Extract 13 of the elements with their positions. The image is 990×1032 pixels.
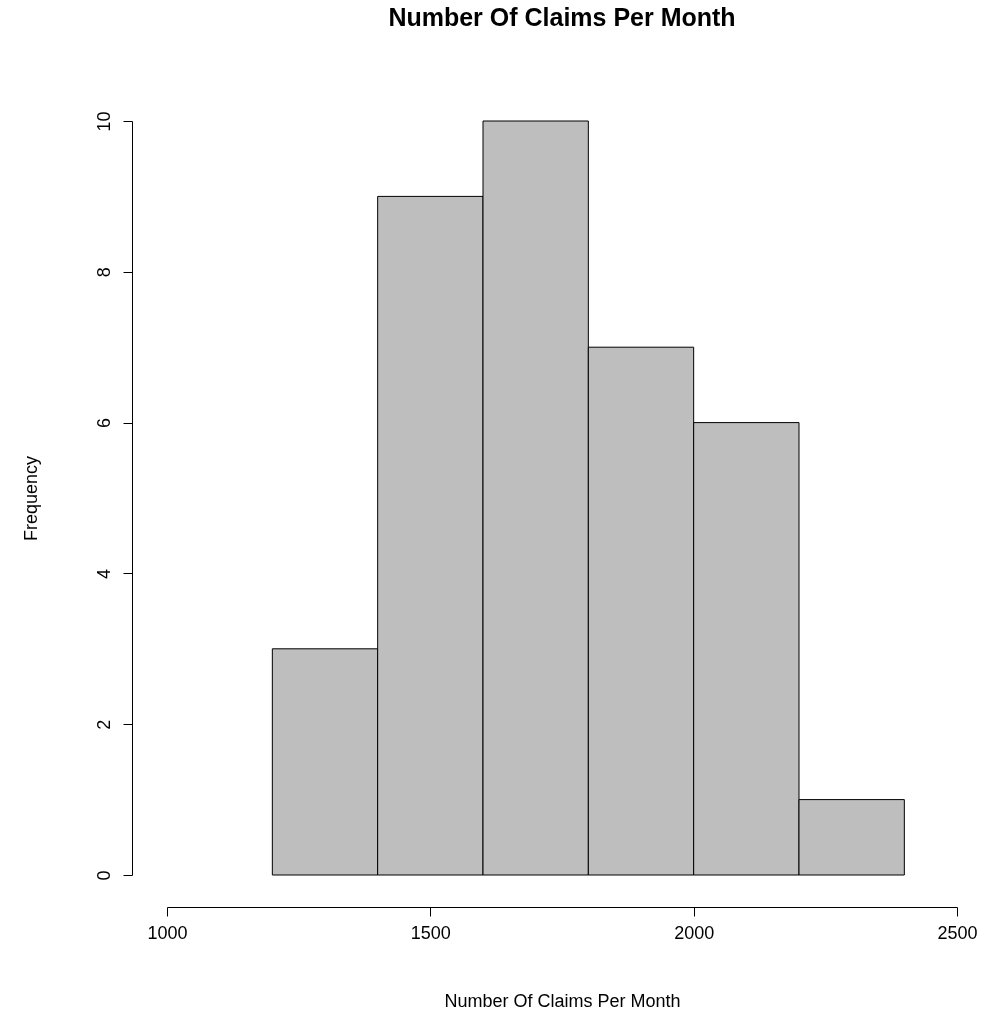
x-tick-label: 1500 xyxy=(410,922,451,943)
x-tick-label: 2000 xyxy=(674,922,715,943)
y-tick-label: 2 xyxy=(93,719,114,730)
y-tick-label: 4 xyxy=(93,568,114,579)
y-tick-label: 0 xyxy=(93,870,114,881)
x-tick-label: 1000 xyxy=(147,922,188,943)
y-tick-label: 6 xyxy=(93,418,114,429)
y-axis-title: Frequency xyxy=(20,455,41,542)
x-tick-label: 2500 xyxy=(937,922,978,943)
y-tick-label: 10 xyxy=(93,111,114,132)
y-tick-label: 8 xyxy=(93,267,114,278)
x-axis-title: Number Of Claims Per Month xyxy=(444,990,681,1011)
chart-title: Number Of Claims Per Month xyxy=(388,2,736,31)
